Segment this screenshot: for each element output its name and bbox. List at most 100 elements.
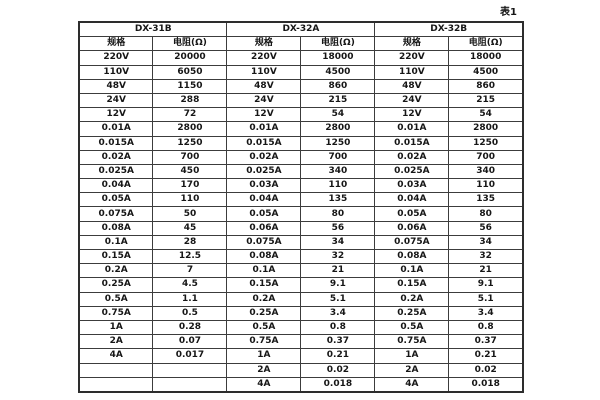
spec-cell: 0.025A <box>78 163 154 180</box>
spec-cell: 0.05A <box>374 206 450 222</box>
table-row: 0.2A 7 0.1A 21 0.1A 21 <box>78 263 524 279</box>
resistance-cell: 0.8 <box>300 319 376 336</box>
group-header-dx31b: DX-31B <box>78 21 228 38</box>
spec-cell: 0.04A <box>226 192 302 208</box>
resistance-header: 电阻(Ω) <box>152 36 228 52</box>
resistance-cell: 4500 <box>300 64 376 80</box>
resistance-cell: 110 <box>300 178 376 194</box>
spec-cell <box>78 376 154 393</box>
resistance-cell: 9.1 <box>448 277 524 293</box>
resistance-cell: 0.018 <box>300 376 376 393</box>
resistance-cell: 215 <box>448 92 524 109</box>
spec-cell: 0.075A <box>78 206 154 222</box>
table-row: 0.5A 1.1 0.2A 5.1 0.2A 5.1 <box>78 291 524 307</box>
spec-cell: 24V <box>78 92 154 109</box>
table-row: 0.25A 4.5 0.15A 9.1 0.15A 9.1 <box>78 277 524 293</box>
spec-cell: 220V <box>78 50 154 66</box>
spec-cell: 0.1A <box>374 263 450 279</box>
resistance-cell: 0.8 <box>448 319 524 336</box>
resistance-cell: 21 <box>300 263 376 279</box>
resistance-cell: 56 <box>448 220 524 236</box>
spec-cell: 0.04A <box>374 192 450 208</box>
spec-cell: 48V <box>374 78 450 94</box>
spec-cell: 1A <box>226 348 302 364</box>
spec-cell: 48V <box>226 78 302 94</box>
table-row: 0.02A 700 0.02A 700 0.02A 700 <box>78 149 524 165</box>
spec-cell: 110V <box>226 64 302 80</box>
spec-cell: 110V <box>374 64 450 80</box>
spec-cell: 0.025A <box>226 163 302 180</box>
spec-cell <box>78 362 154 378</box>
resistance-cell: 6050 <box>152 64 228 80</box>
resistance-cell: 135 <box>448 192 524 208</box>
spec-cell: 1A <box>78 319 154 336</box>
spec-cell: 12V <box>226 107 302 123</box>
resistance-cell: 3.4 <box>448 305 524 321</box>
spec-cell: 2A <box>374 362 450 378</box>
column-header-row: 规格 电阻(Ω) 规格 电阻(Ω) 规格 电阻(Ω) <box>78 36 524 52</box>
resistance-cell: 340 <box>448 163 524 180</box>
resistance-cell: 0.21 <box>300 348 376 364</box>
spec-cell: 0.08A <box>78 220 154 236</box>
resistance-cell: 4500 <box>448 64 524 80</box>
resistance-cell: 700 <box>152 149 228 165</box>
spec-cell: 0.03A <box>226 178 302 194</box>
spec-header: 规格 <box>226 36 302 52</box>
spec-cell: 0.15A <box>374 277 450 293</box>
resistance-cell: 135 <box>300 192 376 208</box>
resistance-cell: 0.21 <box>448 348 524 364</box>
spec-cell: 0.75A <box>226 334 302 350</box>
resistance-cell: 0.02 <box>448 362 524 378</box>
table-row: 4A 0.017 1A 0.21 1A 0.21 <box>78 348 524 364</box>
spec-cell: 220V <box>374 50 450 66</box>
resistance-cell: 2800 <box>152 121 228 137</box>
resistance-cell: 110 <box>448 178 524 194</box>
spec-cell: 24V <box>226 92 302 109</box>
spec-cell: 0.75A <box>78 305 154 321</box>
resistance-cell: 18000 <box>448 50 524 66</box>
resistance-header: 电阻(Ω) <box>448 36 524 52</box>
resistance-cell: 288 <box>152 92 228 109</box>
table-row: 220V 20000 220V 18000 220V 18000 <box>78 50 524 66</box>
spec-cell: 0.06A <box>374 220 450 236</box>
spec-cell: 0.02A <box>78 149 154 165</box>
spec-cell: 0.25A <box>226 305 302 321</box>
spec-cell: 220V <box>226 50 302 66</box>
resistance-cell: 0.5 <box>152 305 228 321</box>
spec-cell: 0.08A <box>226 248 302 265</box>
spec-cell: 0.03A <box>374 178 450 194</box>
spec-cell: 110V <box>78 64 154 80</box>
spec-cell: 0.04A <box>78 178 154 194</box>
spec-cell: 0.15A <box>78 248 154 265</box>
spec-cell: 0.01A <box>374 121 450 137</box>
spec-cell: 4A <box>78 348 154 364</box>
spec-cell: 0.075A <box>374 234 450 251</box>
resistance-cell: 0.37 <box>448 334 524 350</box>
spec-cell: 0.02A <box>374 149 450 165</box>
spec-cell: 0.2A <box>374 291 450 307</box>
resistance-cell: 28 <box>152 234 228 251</box>
spec-cell: 0.1A <box>226 263 302 279</box>
table-row: 12V 72 12V 54 12V 54 <box>78 107 524 123</box>
resistance-cell: 1250 <box>448 135 524 151</box>
spec-cell: 0.25A <box>78 277 154 293</box>
spec-cell: 0.75A <box>374 334 450 350</box>
resistance-cell: 32 <box>448 248 524 265</box>
resistance-cell: 72 <box>152 107 228 123</box>
resistance-cell: 0.017 <box>152 348 228 364</box>
resistance-cell: 21 <box>448 263 524 279</box>
table-row: 0.01A 2800 0.01A 2800 0.01A 2800 <box>78 121 524 137</box>
resistance-cell: 4.5 <box>152 277 228 293</box>
spec-cell: 1A <box>374 348 450 364</box>
spec-cell: 24V <box>374 92 450 109</box>
spec-cell: 0.05A <box>226 206 302 222</box>
spec-cell: 0.5A <box>374 319 450 336</box>
resistance-cell: 12.5 <box>152 248 228 265</box>
spec-cell: 0.2A <box>226 291 302 307</box>
spec-cell: 0.025A <box>374 163 450 180</box>
table-row: 48V 1150 48V 860 48V 860 <box>78 78 524 94</box>
spec-cell: 0.015A <box>78 135 154 151</box>
resistance-cell: 7 <box>152 263 228 279</box>
spec-cell: 0.06A <box>226 220 302 236</box>
table-row: 0.1A 28 0.075A 34 0.075A 34 <box>78 234 524 251</box>
